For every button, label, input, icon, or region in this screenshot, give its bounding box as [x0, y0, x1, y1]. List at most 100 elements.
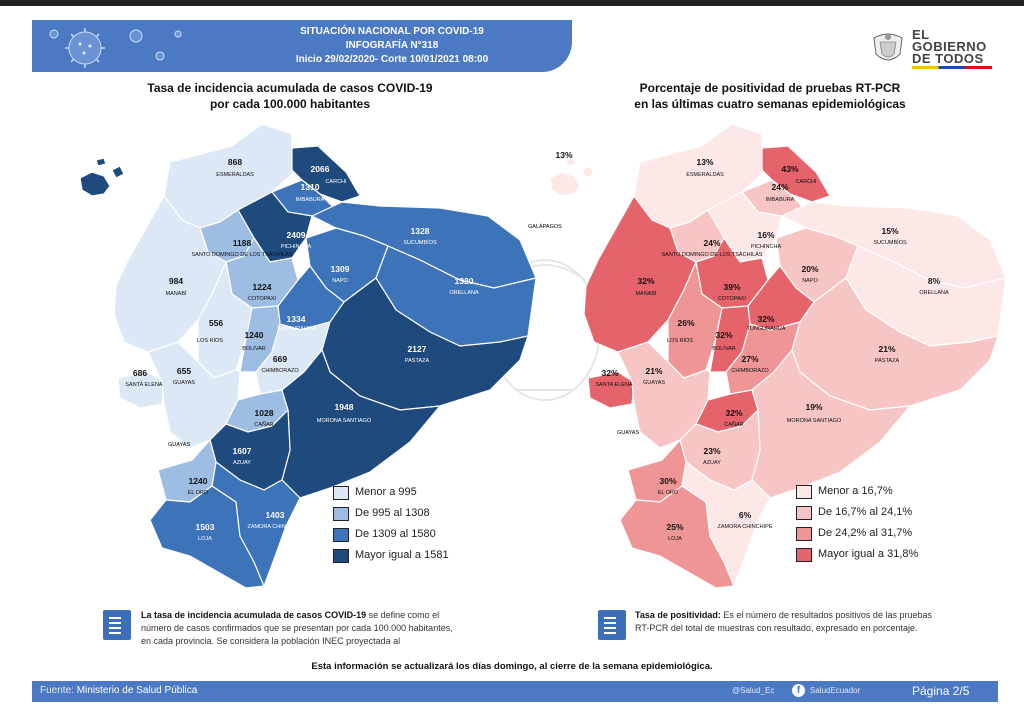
left-definition-note: La tasa de incidencia acumulada de casos… [141, 609, 461, 648]
right-province-name: ORELLANA [919, 290, 949, 296]
left-province-name: SUCUMBÍOS [403, 239, 437, 246]
left-province-value: 556 [209, 318, 223, 328]
right-province-region [549, 157, 595, 197]
left-province-name: CHIMBORAZO [261, 368, 299, 374]
left-note-term: La tasa de incidencia acumulada de casos… [141, 610, 367, 620]
facebook-handle[interactable]: SaludEcuador [810, 686, 861, 695]
legend-swatch [796, 527, 812, 541]
right-province-value: 39% [723, 282, 740, 292]
left-province-value: 2127 [408, 344, 427, 354]
left-map-title-line1: Tasa de incidencia acumulada de casos CO… [147, 81, 433, 95]
legend-swatch [796, 506, 812, 520]
legend-label: Menor a 16,7% [818, 485, 893, 497]
left-province-value: 1309 [331, 264, 350, 274]
right-province-name: PICHINCHA [751, 244, 782, 250]
coat-of-arms-icon [873, 33, 903, 61]
left-province-name: PASTAZA [405, 358, 430, 364]
right-province-name: BOLÍVAR [712, 345, 735, 352]
logo-line-3: DE TODOS [912, 51, 984, 66]
top-rule [0, 0, 1024, 6]
document-chart-icon [598, 610, 626, 640]
left-province-value: 655 [177, 366, 191, 376]
left-province-value: 1310 [301, 182, 320, 192]
right-province-name: CARCHI [795, 179, 817, 185]
right-province-region [587, 371, 635, 409]
left-province-value: 868 [228, 157, 242, 167]
left-province-name: SANTA ELENA [125, 382, 163, 388]
left-province-name: GUAYAS [173, 380, 195, 386]
right-province-name: GUAYAS [643, 380, 665, 386]
legend-label: De 995 al 1308 [355, 507, 430, 519]
right-province-value: 21% [645, 366, 662, 376]
header-title: SITUACIÓN NACIONAL POR COVID-19 [300, 26, 484, 37]
left-province-name: ESMERALDAS [216, 172, 254, 178]
left-province-name: EL ORO [188, 490, 209, 496]
left-guayas-coast-label: GUAYAS [168, 442, 190, 448]
left-map-labels: 2993 GALÁPAGOS 868 ESMERALDAS 2066 CARCHI 1310… [75, 150, 479, 542]
left-province-name: CARCHI [325, 179, 347, 185]
left-province-value: 1948 [335, 402, 354, 412]
right-province-value: 6% [739, 510, 752, 520]
right-province-value: 25% [666, 522, 683, 532]
header-date-range: Inicio 29/02/2020- Corte 10/01/2021 08:0… [295, 54, 489, 65]
right-guayas-coast-label: GUAYAS [617, 430, 639, 436]
left-province-name: AZUAY [233, 460, 251, 466]
left-province-name: MANABÍ [165, 290, 187, 297]
right-province-value: 32% [715, 330, 732, 340]
legend-swatch [333, 507, 349, 521]
header-banner: SITUACIÓN NACIONAL POR COVID-19 INFOGRAF… [32, 20, 572, 72]
right-province-value: 23% [703, 446, 720, 456]
left-province-name: GALÁPAGOS [75, 205, 109, 212]
right-province-value: 16% [757, 230, 774, 240]
left-province-value: 1328 [411, 226, 430, 236]
legend-label: Mayor igual a 31,8% [818, 548, 919, 560]
right-province-value: 19% [805, 402, 822, 412]
left-province-region [211, 460, 301, 588]
left-province-name: IMBABURA [296, 197, 325, 203]
right-province-value: 21% [878, 344, 895, 354]
right-province-value: 13% [555, 150, 572, 160]
left-province-value: 2993 [85, 150, 104, 160]
government-logo: EL GOBIERNO DE TODOS [870, 28, 1000, 72]
logo-line-2: GOBIERNO [912, 39, 987, 54]
left-province-name: PICHINCHA [281, 244, 312, 250]
right-province-name: SANTA ELENA [595, 382, 633, 388]
left-province-value: 1334 [287, 314, 306, 324]
left-note-text: se define como el número de casos confir… [141, 610, 453, 646]
right-province-name: ESMERALDAS [686, 172, 724, 178]
legend-label: De 1309 al 1580 [355, 528, 436, 540]
legend-swatch [333, 549, 349, 563]
left-province-value: 984 [169, 276, 183, 286]
left-province-value: 2409 [287, 230, 306, 240]
right-province-name: COTOPAXI [718, 296, 746, 302]
logo-line-1: EL [912, 27, 930, 42]
right-province-value: 30% [659, 476, 676, 486]
header-infographic-number: INFOGRAFÍA N°318 [345, 40, 439, 51]
left-map-title-line2: por cada 100.000 habitantes [209, 97, 371, 111]
right-province-value: 43% [781, 164, 798, 174]
legend-label: De 24,2% al 31,7% [818, 527, 913, 539]
left-province-value: 1240 [189, 476, 208, 486]
right-note-text: Es el número de resultados positivos de … [635, 610, 932, 633]
left-province-region [117, 371, 165, 409]
right-province-value: 8% [928, 276, 941, 286]
facebook-icon[interactable]: f [792, 684, 805, 697]
left-province-name: MORONA SANTIAGO [317, 418, 372, 424]
right-province-name: PASTAZA [875, 358, 900, 364]
right-province-value: 32% [725, 408, 742, 418]
left-province-value: 686 [133, 368, 147, 378]
left-province-value: 1320 [455, 276, 474, 286]
maps-canvas: 2993 GALÁPAGOS 868 ESMERALDAS 2066 CARCHI 1310… [75, 123, 1007, 589]
source-label: Fuente: [40, 685, 77, 696]
virus-icon [49, 28, 182, 68]
right-province-name: SUCUMBÍOS [873, 239, 907, 246]
legend-label: Menor a 995 [355, 486, 417, 498]
right-province-name: MANABÍ [635, 290, 657, 297]
right-province-value: 27% [741, 354, 758, 364]
twitter-handle[interactable]: @Salud_Ec [732, 686, 775, 695]
left-province-value: 1188 [233, 238, 252, 248]
left-map-title: Tasa de incidencia acumulada de casos CO… [120, 80, 460, 112]
page-number: Página 2/5 [912, 684, 970, 698]
right-map-title-line1: Porcentaje de positividad de pruebas RT-… [639, 81, 901, 95]
right-province-name: CHIMBORAZO [731, 368, 769, 374]
